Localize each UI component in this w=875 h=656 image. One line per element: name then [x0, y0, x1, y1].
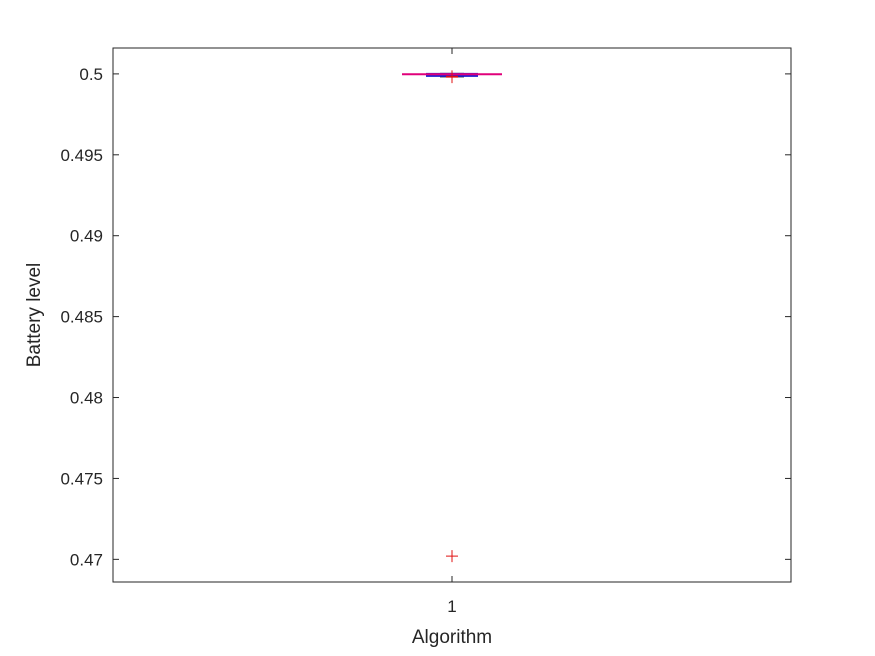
y-tick-label: 0.49: [70, 227, 103, 246]
y-axis-title: Battery level: [24, 263, 45, 368]
y-tick-label: 0.475: [60, 469, 103, 488]
y-tick-label: 0.47: [70, 550, 103, 569]
y-tick-label: 0.485: [60, 308, 103, 327]
outlier-marker: [446, 70, 458, 83]
y-tick-label: 0.5: [79, 65, 103, 84]
y-tick-label: 0.495: [60, 146, 103, 165]
y-tick-label: 0.48: [70, 389, 103, 408]
x-axis-title: Algorithm: [412, 627, 492, 648]
x-axis-ticks: 1: [447, 48, 457, 616]
box-group: [402, 70, 502, 563]
outlier-marker: [446, 550, 458, 563]
x-tick-label: 1: [447, 597, 456, 616]
plot-area: [112, 47, 792, 583]
y-axis-ticks: 0.47 0.475 0.48 0.485 0.49 0.495 0.5: [60, 65, 791, 569]
